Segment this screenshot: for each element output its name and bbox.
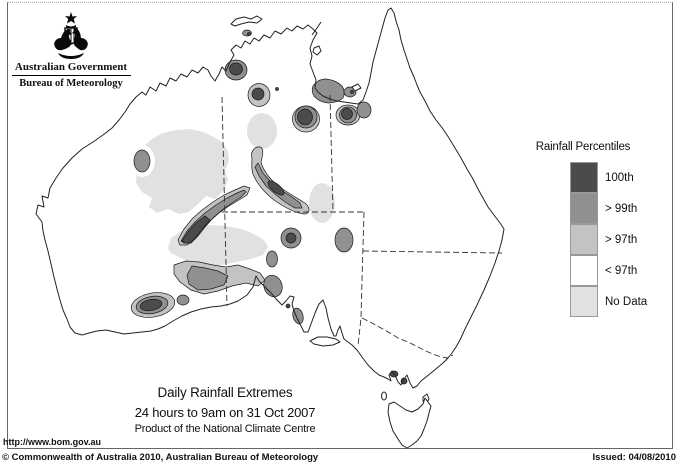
copyright-line: © Commonwealth of Australia 2010, Austra… xyxy=(2,452,319,463)
map-subtitle: 24 hours to 9am on 31 Oct 2007 xyxy=(134,405,316,420)
island-wessel xyxy=(311,21,322,36)
coastline-mainland xyxy=(35,7,505,389)
legend-label: No Data xyxy=(605,295,648,308)
legend-title: Rainfall Percentiles xyxy=(535,141,631,153)
legend: 100th > 99th > 97th < 97th No Data xyxy=(570,162,647,317)
island-tasmania xyxy=(387,397,432,449)
island-kangaroo xyxy=(309,336,341,347)
border-murray xyxy=(361,317,454,359)
island-groote xyxy=(312,45,322,56)
legend-label: > 99th xyxy=(605,202,638,215)
legend-swatch-gt97 xyxy=(570,224,598,255)
logo-divider xyxy=(12,75,131,76)
island-mornington xyxy=(351,83,362,92)
island-king xyxy=(381,391,387,401)
map-title: Daily Rainfall Extremes xyxy=(157,385,293,400)
legend-swatch-100th xyxy=(570,162,598,193)
legend-swatch-gt99 xyxy=(570,193,598,224)
islands xyxy=(230,15,432,449)
legend-swatch-lt97 xyxy=(570,255,598,286)
legend-label: > 97th xyxy=(605,233,638,246)
legend-row: No Data xyxy=(570,286,647,317)
coat-of-arms-icon xyxy=(54,12,88,59)
border-qld-nsw xyxy=(362,250,503,254)
issued-date: Issued: 04/08/2010 xyxy=(592,452,676,463)
border-141e xyxy=(357,211,365,347)
legend-label: < 97th xyxy=(605,264,638,277)
map-frame xyxy=(7,2,673,449)
map-product-line: Product of the National Climate Centre xyxy=(134,423,316,435)
legend-row: > 99th xyxy=(570,193,647,224)
rain-areas-100th xyxy=(139,32,408,385)
legend-row: 100th xyxy=(570,162,647,193)
bom-url: http://www.bom.gov.au xyxy=(3,437,101,447)
gov-label: Australian Government xyxy=(14,61,128,73)
state-borders xyxy=(221,94,503,359)
island-melville xyxy=(230,15,263,27)
legend-row: < 97th xyxy=(570,255,647,286)
map-caption: Daily Rainfall Extremes 24 hours to 9am … xyxy=(90,385,360,435)
bureau-label: Bureau of Meteorology xyxy=(19,78,123,89)
border-nt-qld xyxy=(329,94,334,213)
legend-row: > 97th xyxy=(570,224,647,255)
legend-swatch-no-data xyxy=(570,286,598,317)
border-wa xyxy=(221,96,228,307)
legend-label: 100th xyxy=(605,171,634,184)
